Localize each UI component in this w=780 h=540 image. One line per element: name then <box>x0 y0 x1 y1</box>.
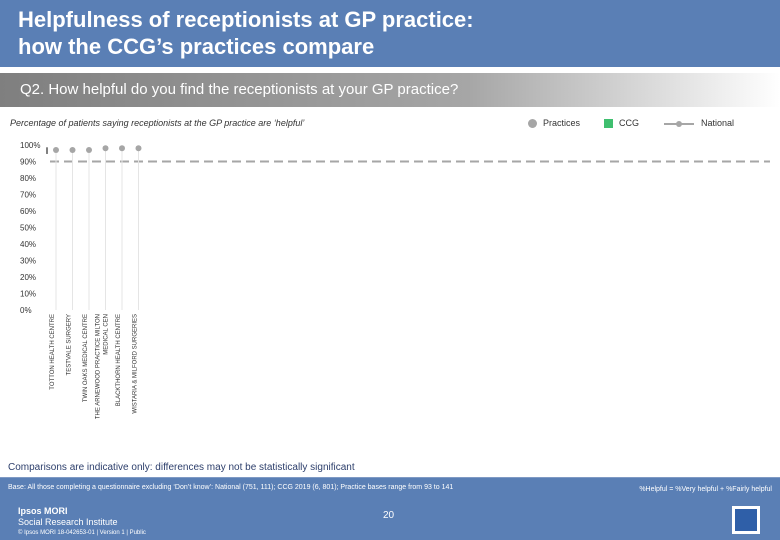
y-tick-label: 0% <box>20 306 32 315</box>
y-tick-label: 90% <box>20 158 36 167</box>
practice-point <box>53 146 59 153</box>
copyright-note: © Ipsos MORI 18-042653-01 | Version 1 | … <box>18 530 146 536</box>
question-text: Q2. How helpful do you find the receptio… <box>20 81 459 98</box>
base-note: Base: All those completing a questionnai… <box>8 484 454 491</box>
page-title-line-1: Helpfulness of receptionists at GP pract… <box>18 7 474 32</box>
y-tick-label: 60% <box>20 207 36 216</box>
y-tick-label: 80% <box>20 174 36 183</box>
logo-line-1: Ipsos MORI <box>18 506 68 516</box>
y-tick-label: 20% <box>20 273 36 282</box>
page-number: 20 <box>383 510 395 521</box>
practice-point <box>135 145 142 152</box>
question-bar: Q2. How helpful do you find the receptio… <box>0 73 780 107</box>
practice-point <box>102 145 109 152</box>
category-label: THE ARNEWOOD PRACTICE MILTON <box>96 314 102 419</box>
practice-point <box>119 145 125 152</box>
y-tick-label: 100% <box>20 141 40 150</box>
category-label: BLACKTHORN HEALTH CENTRE <box>116 314 122 406</box>
ipsos-logo-icon <box>732 506 760 534</box>
comparisons-note: Comparisons are indicative only: differe… <box>8 462 355 473</box>
legend-label-practices: Practices <box>543 118 581 128</box>
ipsos-mori-wordmark: Ipsos MORI Social Research Institute <box>18 506 118 528</box>
practice-point <box>86 146 92 153</box>
legend-swatch-ccg <box>604 119 613 128</box>
y-tick-label: 50% <box>20 224 36 233</box>
legend-swatch-practices <box>528 119 537 128</box>
category-label: TOTTON HEALTH CENTRE <box>50 314 56 390</box>
legend-swatch-national <box>664 121 694 127</box>
page-title-line-2: how the CCG’s practices compare <box>18 34 375 59</box>
y-tick-label: 30% <box>20 257 36 266</box>
y-tick-label: 40% <box>20 240 36 249</box>
logo-line-2: Social Research Institute <box>18 517 118 527</box>
category-label: MEDICAL CEN <box>104 314 110 355</box>
y-tick-label: 10% <box>20 290 36 299</box>
definition-note: %Helpful = %Very helpful + %Fairly helpf… <box>639 486 772 493</box>
y-tick-label: 70% <box>20 191 36 200</box>
category-label: TESTVALE SURGERY <box>67 314 73 375</box>
footer-divider <box>0 477 780 478</box>
page-title: Helpfulness of receptionists at GP pract… <box>18 6 758 60</box>
chart-plot: 0% 10% 20% 30% 40% 50% 60% 70% 80% 90% 100% TOTTON … <box>20 141 770 419</box>
legend-label-national: National <box>701 118 735 128</box>
header-bar: Helpfulness of receptionists at GP pract… <box>0 0 780 67</box>
category-label: WISTARIA & MILFORD SURGERIES <box>133 314 139 414</box>
category-label: TWIN OAKS MEDICAL CENTRE <box>83 314 89 402</box>
legend-label-ccg: CCG <box>619 118 639 128</box>
practice-point <box>69 146 76 153</box>
chart-title: Percentage of patients saying receptioni… <box>10 118 305 128</box>
footer-bar: Base: All those completing a questionnai… <box>0 478 780 540</box>
